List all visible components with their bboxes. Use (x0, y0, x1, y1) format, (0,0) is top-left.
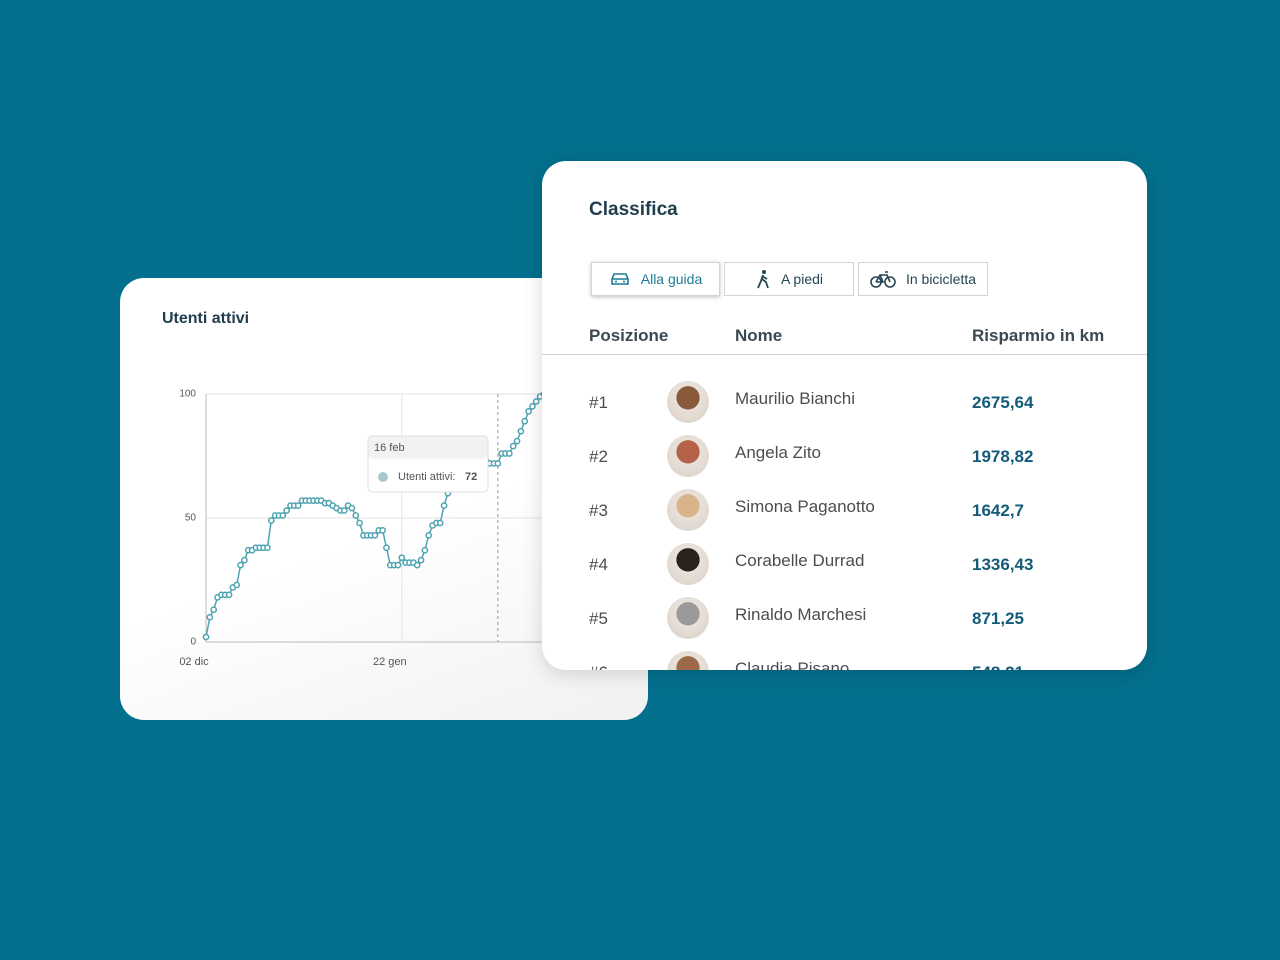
x-tick-label: 22 gen (373, 656, 407, 668)
tab[interactable]: In bicicletta (858, 262, 988, 296)
point (352, 512, 360, 519)
name: Rinaldo Marchesi (735, 605, 867, 624)
point (440, 502, 448, 509)
point (283, 507, 290, 514)
rank: #1 (589, 393, 608, 412)
point (525, 408, 532, 415)
point (233, 581, 241, 589)
tooltip-value: 72 (465, 471, 477, 483)
point (210, 606, 218, 614)
rank: #6 (589, 663, 608, 670)
name: Claudia Pisano (735, 659, 850, 670)
rank: #3 (589, 501, 608, 520)
point (417, 556, 425, 564)
saving: 2675,64 (972, 393, 1034, 412)
point (241, 556, 248, 564)
point (529, 403, 536, 410)
tab-label: A piedi (780, 271, 824, 287)
tab-label: Alla guida (640, 271, 703, 287)
column-header: Posizione (589, 326, 669, 345)
chart-title: Utenti attivi (162, 310, 250, 327)
point (494, 460, 502, 467)
point (294, 502, 302, 509)
avatar (667, 489, 709, 531)
point (267, 517, 275, 524)
rank: #5 (589, 609, 608, 628)
car-icon (610, 273, 629, 285)
y-tick-label: 50 (185, 513, 197, 524)
column-header: Nome (735, 326, 783, 345)
tooltip-date: 16 feb (374, 442, 405, 454)
point (225, 591, 233, 599)
point (206, 613, 214, 621)
point (517, 427, 525, 435)
column-header: Risparmio in km (972, 326, 1105, 345)
point (394, 561, 402, 569)
avatar (667, 651, 709, 670)
point (521, 417, 529, 425)
point (237, 561, 244, 569)
header-divider (542, 354, 1147, 355)
saving: 548,21 (972, 663, 1024, 670)
tooltip-header (368, 436, 488, 459)
bike-icon (870, 271, 896, 288)
saving: 1978,82 (972, 447, 1034, 466)
saving: 1642,7 (972, 501, 1024, 520)
point (436, 519, 444, 527)
avatar (667, 381, 709, 423)
leaderboard-card: Classifica Alla guida A piedi In bicicle… (542, 161, 1147, 670)
point (371, 532, 379, 539)
point (356, 519, 363, 527)
name: Maurilio Bianchi (735, 389, 855, 408)
tooltip-dot (378, 472, 388, 482)
point (279, 512, 287, 519)
x-tick-label: 02 dic (179, 656, 209, 668)
point (202, 633, 210, 641)
y-tick-label: 100 (179, 389, 196, 400)
point (379, 527, 386, 534)
y-tick-label: 0 (190, 637, 196, 648)
name: Corabelle Durrad (735, 551, 865, 570)
avatar (667, 597, 709, 639)
tooltip: 16 feb Utenti attivi: 72 (367, 435, 489, 493)
rank: #2 (589, 447, 608, 466)
point (513, 437, 521, 445)
avatar (667, 435, 709, 477)
saving: 1336,43 (972, 555, 1034, 574)
point (532, 398, 540, 405)
tab-label: In bicicletta (905, 271, 977, 287)
point (421, 546, 429, 554)
point (383, 544, 390, 552)
leaderboard-title: Classifica (589, 199, 678, 220)
point (340, 507, 348, 514)
point (509, 442, 517, 450)
point (398, 554, 406, 562)
avatar (667, 543, 709, 585)
point (348, 504, 356, 512)
name: Angela Zito (735, 443, 821, 462)
point (425, 532, 433, 539)
point (413, 561, 421, 569)
rank: #4 (589, 555, 608, 574)
name: Simona Paganotto (735, 497, 875, 516)
saving: 871,25 (972, 609, 1024, 628)
tooltip-label: Utenti attivi: (398, 471, 455, 483)
line (205, 393, 545, 638)
point (506, 450, 513, 457)
tab[interactable]: A piedi (724, 262, 854, 296)
point (264, 544, 271, 552)
tab[interactable]: Alla guida (591, 262, 720, 296)
walk-icon (757, 270, 769, 289)
